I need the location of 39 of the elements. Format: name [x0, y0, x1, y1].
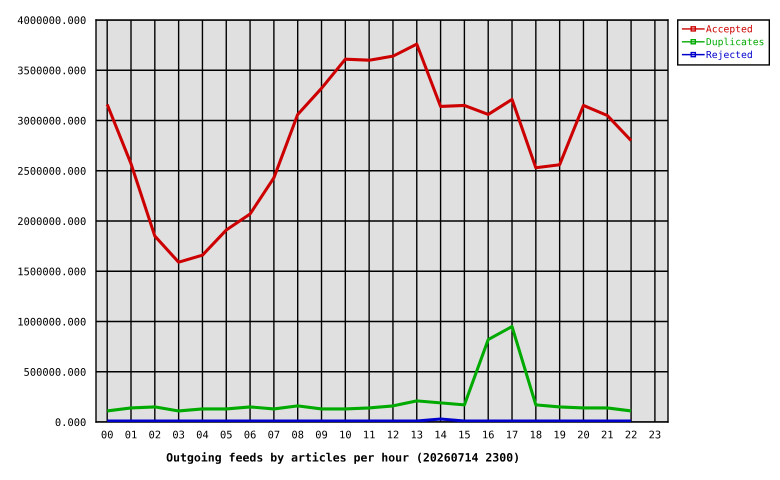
line-series: [106, 324, 633, 412]
legend-label: Rejected: [706, 50, 752, 60]
x-tick-label: 19: [554, 430, 566, 438]
y-tick-label: 2500000.000: [18, 167, 86, 175]
x-tick-label: 01: [125, 430, 137, 438]
x-tick-label: 13: [412, 430, 422, 438]
line-series: [106, 42, 633, 264]
x-tick-label: 16: [483, 430, 494, 438]
x-tick-label: 02: [149, 430, 160, 438]
x-tick-label: 12: [388, 430, 398, 438]
x-tick-label: 00: [102, 430, 113, 438]
x-tick-label: 05: [220, 430, 232, 438]
y-tick-label: 1000000.000: [18, 318, 86, 326]
x-tick-label: 06: [244, 430, 256, 438]
y-tick-label: 3000000.000: [18, 116, 86, 125]
y-tick-label: 0.000: [56, 418, 86, 426]
x-tick-label: 09: [316, 430, 328, 438]
y-tick-label: 1500000.000: [18, 268, 86, 276]
x-tick-label: 10: [340, 430, 351, 438]
x-tick-label: 23: [649, 430, 660, 438]
x-tick-label: 07: [268, 430, 280, 438]
x-tick-label: 22: [626, 430, 636, 438]
x-tick-label: 21: [602, 430, 613, 438]
x-tick-label: 14: [436, 430, 446, 438]
x-tick-label: 03: [173, 430, 184, 438]
x-axis-title: Outgoing feeds by articles per hour (20260714 2300): [166, 452, 518, 464]
x-tick-label: 04: [196, 430, 208, 438]
x-tick-label: 20: [578, 430, 590, 438]
x-tick-label: 18: [530, 430, 542, 438]
y-tick-label: 500000.000: [24, 368, 86, 376]
x-tick-label: 08: [292, 430, 304, 438]
legend-label: Duplicates: [706, 38, 764, 48]
x-tick-label: 17: [507, 430, 518, 438]
y-tick-label: 4000000.000: [18, 16, 86, 24]
x-tick-label: 15: [459, 430, 470, 438]
y-tick-label: 2000000.000: [18, 217, 86, 226]
legend-label: Accepted: [706, 24, 752, 34]
y-tick-label: 3500000.000: [18, 66, 86, 74]
x-tick-label: 11: [364, 430, 375, 438]
